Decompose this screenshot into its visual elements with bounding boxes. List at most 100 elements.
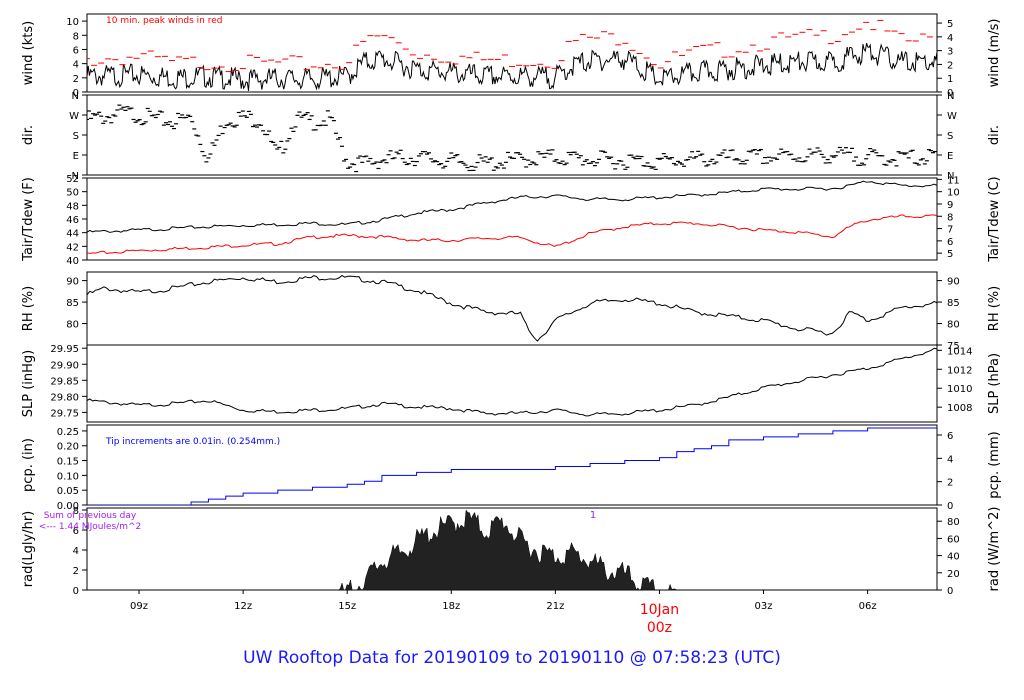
left-tick-label: 90 <box>66 277 79 288</box>
panel-frame <box>86 177 938 261</box>
y-axis-label-left: Tair/Tdew (F) <box>21 177 36 262</box>
right-tick-label: 40 <box>947 552 960 563</box>
panel-rh: 80 85 90 75 80 85 90 RH (%) RH (%) <box>21 271 1002 352</box>
left-tick-label: 29.95 <box>50 344 79 355</box>
left-tick-label: 50 <box>66 188 79 199</box>
y-axis-label-right: wind (m/s) <box>987 19 1002 88</box>
left-tick-label: 52 <box>66 174 79 185</box>
right-tick-label: 5 <box>947 249 953 260</box>
panel-frame <box>86 271 938 346</box>
radiation-area <box>87 509 937 590</box>
right-tick-label: 2 <box>947 478 953 489</box>
left-tick-label: 80 <box>66 320 79 331</box>
left-tick-label: 10 <box>66 17 79 28</box>
left-tick-label: 29.75 <box>50 408 79 419</box>
left-tick-label: 2 <box>73 74 79 85</box>
left-tick-label: 6 <box>73 45 79 56</box>
y-axis-label-left: SLP (inHg) <box>21 350 36 418</box>
left-tick-label: 4 <box>73 60 79 71</box>
right-tick-label: 0 <box>947 501 953 512</box>
panel-frame <box>86 424 938 506</box>
right-tick-label: 5 <box>947 19 953 30</box>
left-tick-label: 0.25 <box>57 427 79 438</box>
right-tick-label: 1008 <box>947 403 972 414</box>
right-tick-label: 1014 <box>947 346 972 357</box>
day-marker-time: 00z <box>647 620 672 636</box>
right-tick-label: 8 <box>947 212 953 223</box>
left-tick-label: 0.15 <box>57 457 79 468</box>
right-tick-label: 80 <box>947 517 960 528</box>
panel-slp: 29.75 29.80 29.85 29.90 29.95 1008 1010 1012 101… <box>21 344 1002 423</box>
left-tick-label: 0.00 <box>57 501 79 512</box>
right-tick-label: 10 <box>947 188 960 199</box>
right-tick-label: 60 <box>947 534 960 545</box>
right-tick-label: N <box>947 91 954 102</box>
x-tick-label: 15z <box>338 601 356 612</box>
panel-frame <box>86 344 938 423</box>
right-tick-label: 85 <box>947 298 960 309</box>
left-tick-label: 6 <box>73 526 79 537</box>
Tdew-line <box>87 214 937 255</box>
y-axis-label-right: dir. <box>987 125 1002 145</box>
wind-annotation: 10 min. peak winds in red <box>106 16 223 26</box>
y-axis-label-right: Tair/Tdew (C) <box>987 176 1002 262</box>
right-tick-label: W <box>947 111 957 122</box>
right-tick-label: 6 <box>947 237 953 248</box>
right-tick-label: 4 <box>947 33 953 44</box>
left-tick-label: 0.05 <box>57 486 79 497</box>
y-axis-label-left: dir. <box>21 125 36 145</box>
x-tick-label: 21z <box>546 601 564 612</box>
x-tick-label: 18z <box>442 601 460 612</box>
wind-speed-line <box>87 43 937 91</box>
panel-pcp: 0.00 0.05 0.10 0.15 0.20 0.25 0 2 4 6 pcp. (in) pcp… <box>21 424 1002 512</box>
y-axis-label-right: rad (W/m^2) <box>987 507 1002 592</box>
right-tick-label: 3 <box>947 47 953 58</box>
left-tick-label: 46 <box>66 215 79 226</box>
precip-annotation: Tip increments are 0.01in. (0.254mm.) <box>105 437 280 447</box>
panel-frame <box>86 94 938 176</box>
Tair-line <box>87 180 937 233</box>
left-tick-label: 8 <box>73 506 79 517</box>
left-tick-label: 0 <box>73 88 79 99</box>
y-axis-label-left: rad(Lgly/hr) <box>21 511 36 587</box>
panel-wind: 0 2 4 6 8 10 0 1 2 3 4 5 wind (kts) wind (m/s) 10 min.… <box>21 13 1002 99</box>
right-tick-label: 2 <box>947 60 953 71</box>
right-tick-label: 7 <box>947 225 953 236</box>
right-tick-label: 11 <box>947 175 960 186</box>
left-tick-label: 40 <box>66 256 79 267</box>
right-tick-label: 1012 <box>947 365 972 376</box>
right-tick-label: 20 <box>947 569 960 580</box>
left-tick-label: S <box>73 131 79 142</box>
y-axis-label-right: SLP (hPa) <box>987 353 1002 414</box>
rad-sum-value: <--- 1.44 MJoules/m^2 <box>39 522 141 532</box>
left-tick-label: 42 <box>66 242 79 253</box>
y-axis-label-right: RH (%) <box>987 286 1002 331</box>
left-tick-label: 85 <box>66 298 79 309</box>
rad-sum-label: Sum of previous day <box>44 511 137 521</box>
left-tick-label: 8 <box>73 31 79 42</box>
left-tick-label: 4 <box>73 546 79 557</box>
left-tick-label: 48 <box>66 201 79 212</box>
right-tick-label: 6 <box>947 431 953 442</box>
RH-line <box>87 274 937 342</box>
y-axis-label-left: pcp. (in) <box>21 438 36 492</box>
right-tick-label: 1 <box>947 74 953 85</box>
left-tick-label: 2 <box>73 566 79 577</box>
left-tick-label: N <box>72 171 79 182</box>
SLP-line <box>87 347 937 417</box>
y-axis-label-left: wind (kts) <box>21 21 36 85</box>
left-tick-label: 0.10 <box>57 471 79 482</box>
left-tick-label: 44 <box>66 229 79 240</box>
left-tick-label: 0.20 <box>57 442 79 453</box>
x-tick-label: 09z <box>130 601 148 612</box>
right-tick-label: 80 <box>947 320 960 331</box>
y-axis-label-right: pcp. (mm) <box>987 431 1002 498</box>
right-tick-label: 90 <box>947 277 960 288</box>
right-tick-label: 0 <box>947 586 953 597</box>
x-tick-label: 03z <box>755 601 773 612</box>
x-tick-label: 06z <box>859 601 877 612</box>
right-tick-label: 4 <box>947 454 953 465</box>
